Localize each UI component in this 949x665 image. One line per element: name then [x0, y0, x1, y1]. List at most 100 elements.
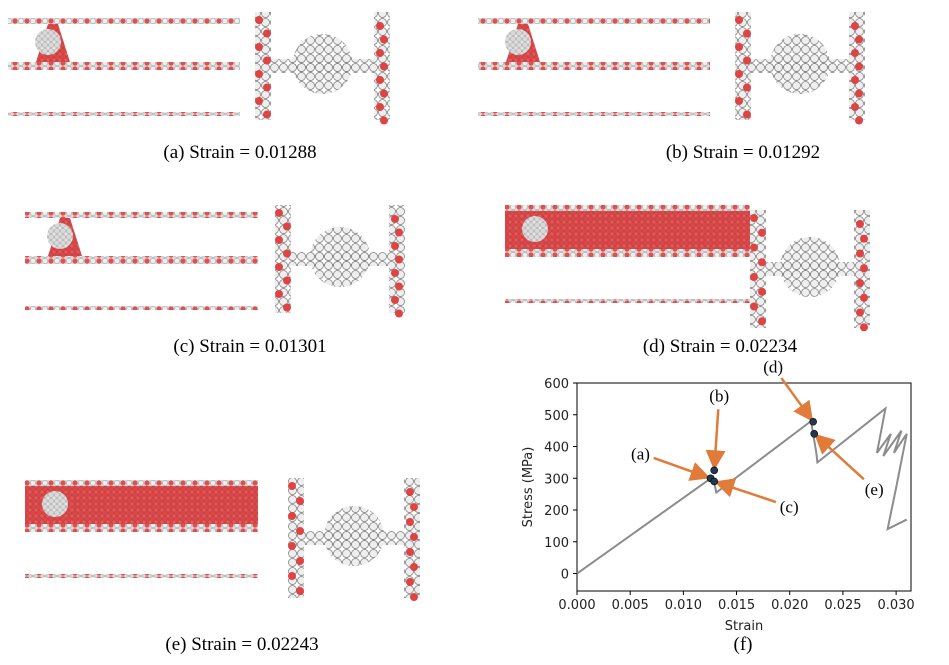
atomistic-panels — [8, 12, 870, 601]
atom — [376, 76, 384, 84]
atom — [410, 533, 418, 541]
atom — [406, 518, 414, 526]
x-tick-label: 0.015 — [718, 598, 755, 613]
atom — [851, 76, 859, 84]
void — [42, 491, 68, 517]
atom — [758, 288, 766, 296]
atom — [380, 90, 388, 98]
atom — [380, 36, 388, 44]
atom — [263, 84, 271, 92]
atom-layer — [478, 62, 710, 70]
atom — [406, 488, 414, 496]
atom-layer — [25, 480, 258, 486]
state-marker — [711, 467, 718, 474]
atom — [255, 70, 263, 78]
annotation-label: (e) — [865, 480, 884, 499]
plot-frame — [577, 383, 911, 591]
atom — [860, 323, 868, 331]
atom — [406, 578, 414, 586]
atom — [263, 111, 271, 119]
annotation-arrow — [719, 483, 776, 502]
precipitate — [780, 237, 840, 297]
atom — [376, 49, 384, 57]
atom — [263, 30, 271, 38]
caption: (a) Strain = 0.01288 — [163, 142, 316, 163]
atom-layer — [505, 205, 750, 211]
atom — [750, 244, 758, 252]
atom-layer — [8, 62, 240, 70]
atom — [860, 294, 868, 302]
atom — [855, 63, 863, 71]
atom — [750, 303, 758, 311]
y-tick-label: 500 — [544, 409, 569, 424]
x-axis-label: Strain — [725, 619, 764, 634]
atom — [255, 97, 263, 105]
atom — [255, 16, 263, 24]
atom — [851, 103, 859, 111]
atom — [750, 273, 758, 281]
atom — [856, 220, 864, 228]
atom-layer — [8, 112, 240, 116]
atom-column — [750, 210, 766, 328]
precipitate — [770, 34, 830, 94]
state-marker — [811, 430, 818, 437]
atom-layer — [25, 306, 258, 310]
caption: (d) Strain = 0.02234 — [643, 336, 798, 357]
atom — [743, 111, 751, 119]
x-tick-label: 0.030 — [877, 598, 914, 613]
void — [35, 29, 61, 55]
atom — [296, 527, 304, 535]
annotation-label: (a) — [631, 444, 650, 463]
atom — [275, 209, 283, 217]
atom — [296, 557, 304, 565]
atom — [391, 269, 399, 277]
atom — [395, 283, 403, 291]
atom — [410, 563, 418, 571]
atom — [283, 277, 291, 285]
atom-layer — [505, 299, 750, 303]
atom — [855, 36, 863, 44]
void — [505, 29, 531, 55]
annotation-arrow — [654, 458, 706, 477]
state-marker — [711, 478, 718, 485]
x-tick-label: 0.000 — [558, 598, 595, 613]
atom — [743, 57, 751, 65]
atom — [735, 70, 743, 78]
y-tick-label: 200 — [544, 504, 569, 519]
atom — [406, 548, 414, 556]
atom — [288, 482, 296, 490]
atom — [275, 263, 283, 271]
x-tick-label: 0.020 — [771, 598, 808, 613]
y-tick-label: 0 — [561, 568, 569, 583]
x-tick-label: 0.010 — [665, 598, 702, 613]
atom — [380, 63, 388, 71]
precipitate — [324, 506, 384, 566]
atom — [275, 236, 283, 244]
atom — [855, 90, 863, 98]
annotation-arrow — [715, 409, 719, 465]
atom — [275, 290, 283, 298]
y-tick-label: 600 — [544, 377, 569, 392]
atom — [395, 310, 403, 318]
atom — [856, 309, 864, 317]
atom — [283, 304, 291, 312]
caption: (c) Strain = 0.01301 — [173, 336, 326, 357]
atom — [750, 214, 758, 222]
atom — [395, 229, 403, 237]
atom-layer — [25, 574, 258, 578]
precipitate — [310, 227, 370, 287]
atom-layer — [25, 212, 258, 218]
atom — [855, 117, 863, 125]
atom — [283, 250, 291, 258]
atom-layer — [8, 18, 240, 24]
atom — [380, 117, 388, 125]
state-marker — [810, 418, 817, 425]
atom — [395, 256, 403, 264]
atom — [296, 497, 304, 505]
atom — [735, 97, 743, 105]
atom — [743, 84, 751, 92]
atom — [851, 49, 859, 57]
atom-layer — [505, 249, 750, 257]
atom — [856, 250, 864, 258]
atom — [410, 503, 418, 511]
